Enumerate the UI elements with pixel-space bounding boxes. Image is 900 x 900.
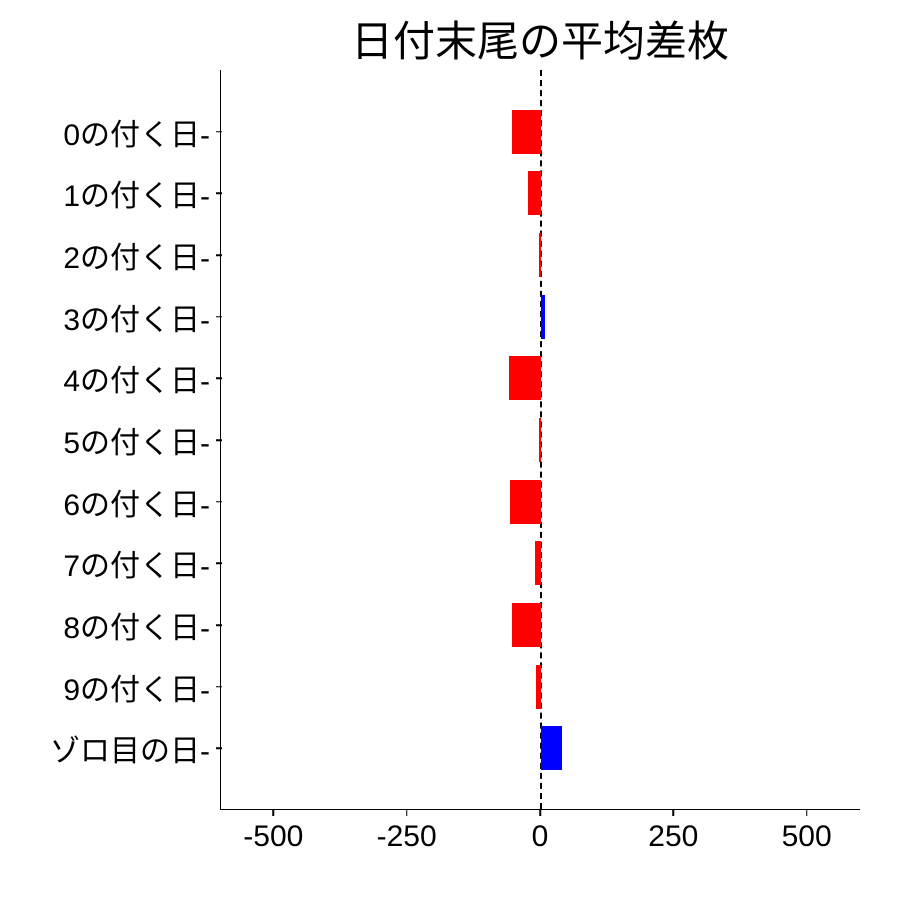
x-axis-tick xyxy=(406,810,408,816)
bar xyxy=(510,480,541,524)
x-axis-tick xyxy=(273,810,275,816)
x-axis-label: 500 xyxy=(782,820,832,854)
x-axis-label: -250 xyxy=(377,820,437,854)
y-axis-label: ゾロ目の日- xyxy=(50,726,210,770)
bar xyxy=(512,603,541,647)
x-axis-tick xyxy=(806,810,808,816)
y-axis-tick xyxy=(216,439,222,441)
y-axis-label: 1の付く日- xyxy=(63,171,210,215)
y-axis-tick xyxy=(216,686,222,688)
bar xyxy=(539,233,541,277)
bar xyxy=(528,171,541,215)
bar xyxy=(539,418,541,462)
bar xyxy=(536,665,541,709)
y-axis-label: 9の付く日- xyxy=(63,665,210,709)
y-axis-label: 7の付く日- xyxy=(63,541,210,585)
bar xyxy=(535,541,541,585)
chart-container: 日付末尾の平均差枚 0の付く日- 1の付く日- 2の付く日- 3の付く日- 4の付く日-… xyxy=(0,0,900,900)
bar xyxy=(509,356,541,400)
bar xyxy=(541,726,562,770)
y-axis-tick xyxy=(216,316,222,318)
y-axis-tick xyxy=(216,563,222,565)
x-axis-label: -500 xyxy=(243,820,303,854)
x-axis-tick xyxy=(539,810,541,816)
y-axis-label: 5の付く日- xyxy=(63,418,210,462)
y-axis-tick xyxy=(216,501,222,503)
y-axis-label: 3の付く日- xyxy=(63,295,210,339)
bar xyxy=(512,110,541,154)
x-axis-label: 0 xyxy=(532,820,549,854)
y-axis-tick xyxy=(216,254,222,256)
y-axis-tick xyxy=(216,624,222,626)
chart-title: 日付末尾の平均差枚 xyxy=(220,8,860,69)
bar xyxy=(541,295,545,339)
y-axis-label: 2の付く日- xyxy=(63,233,210,277)
plot-area xyxy=(220,70,860,810)
y-axis-tick xyxy=(216,378,222,380)
y-axis-tick xyxy=(216,131,222,133)
y-axis-tick xyxy=(216,193,222,195)
x-axis-tick xyxy=(673,810,675,816)
y-axis-label: 8の付く日- xyxy=(63,603,210,647)
y-axis-label: 6の付く日- xyxy=(63,480,210,524)
y-axis-label: 0の付く日- xyxy=(63,110,210,154)
y-axis-label: 4の付く日- xyxy=(63,356,210,400)
y-axis-tick xyxy=(216,748,222,750)
x-axis-label: 250 xyxy=(648,820,698,854)
